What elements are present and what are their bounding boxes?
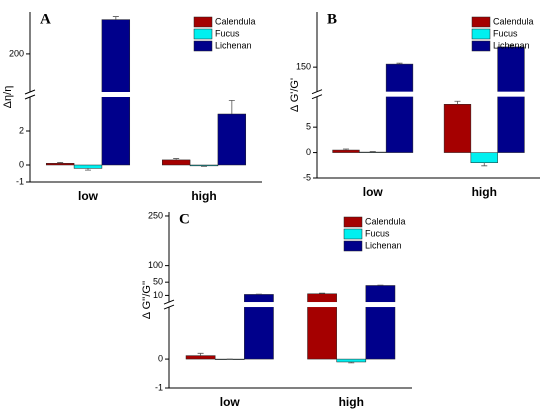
error-bar <box>85 168 91 171</box>
bar <box>189 164 219 167</box>
legend-label: Lichenan <box>493 40 530 50</box>
legend-label: Lichenan <box>365 240 402 250</box>
error-bar <box>201 165 207 167</box>
x-tick-label: high <box>472 185 497 199</box>
x-tick-label: high <box>191 189 216 203</box>
panel-label: B <box>327 11 337 27</box>
bar <box>45 163 75 166</box>
x-tick-label: low <box>363 185 384 199</box>
legend-label: Calendula <box>493 16 534 26</box>
error-bar <box>396 62 403 65</box>
y-axis-label: Δ G''/G'' <box>141 281 153 319</box>
error-bar <box>228 100 235 114</box>
y-tick-label: 10 <box>153 290 163 300</box>
y-tick-label: 2 <box>19 125 24 135</box>
error-bar <box>197 352 204 356</box>
error-bar <box>112 16 119 20</box>
error-bar <box>57 162 64 164</box>
bar <box>73 164 103 169</box>
x-tick-label: high <box>339 395 364 409</box>
bar <box>359 151 387 153</box>
legend-swatch <box>343 240 363 252</box>
bar <box>497 46 525 153</box>
y-tick-label: -5 <box>303 172 311 182</box>
x-tick-label: low <box>220 395 241 409</box>
bar <box>217 113 247 166</box>
legend-label: Calendula <box>365 216 406 226</box>
legend-swatch <box>471 28 491 40</box>
y-tick-label: 250 <box>148 210 163 220</box>
y-tick-label: -1 <box>16 176 24 186</box>
bar <box>385 63 414 153</box>
bar <box>470 152 498 163</box>
axis-break <box>31 92 262 97</box>
y-tick-label: -1 <box>155 382 163 392</box>
legend-swatch <box>193 28 213 40</box>
bar <box>443 104 472 153</box>
legend-swatch <box>471 16 491 28</box>
legend-swatch <box>343 216 363 228</box>
error-bar <box>454 100 461 105</box>
panel-label: A <box>40 11 51 27</box>
y-tick-label: 50 <box>153 277 163 287</box>
y-tick-label: 0 <box>19 159 24 169</box>
legend-label: Calendula <box>215 16 256 26</box>
y-tick-label: 200 <box>9 48 24 58</box>
legend-label: Fucus <box>215 28 240 38</box>
axis-break <box>170 302 412 308</box>
legend-swatch <box>343 228 363 240</box>
x-tick-label: low <box>78 189 99 203</box>
y-tick-label: 5 <box>306 122 311 132</box>
y-axis-label: Δ G'/G' <box>289 78 301 112</box>
error-bar <box>173 158 180 160</box>
error-bar <box>481 162 488 167</box>
y-tick-label: 0 <box>306 147 311 157</box>
y-tick-label: 150 <box>296 62 311 72</box>
error-bar <box>319 292 326 294</box>
axis-break <box>318 91 540 97</box>
error-bar <box>342 148 349 151</box>
legend-swatch <box>471 40 491 52</box>
legend-label: Fucus <box>365 228 390 238</box>
panel-label: C <box>179 211 190 227</box>
bar <box>332 149 360 153</box>
legend-swatch <box>193 16 213 28</box>
legend-label: Fucus <box>493 28 518 38</box>
bar <box>365 285 396 360</box>
bar <box>336 358 367 363</box>
error-bar <box>508 44 515 47</box>
legend-swatch <box>193 40 213 52</box>
error-bar <box>348 361 355 364</box>
legend-label: Lichenan <box>215 40 252 50</box>
error-bar <box>369 151 376 153</box>
bar <box>161 159 191 166</box>
bar <box>185 355 216 360</box>
y-tick-label: 100 <box>148 260 163 270</box>
y-tick-label: 0 <box>158 353 163 363</box>
y-axis-label: Δη/η <box>2 86 14 109</box>
